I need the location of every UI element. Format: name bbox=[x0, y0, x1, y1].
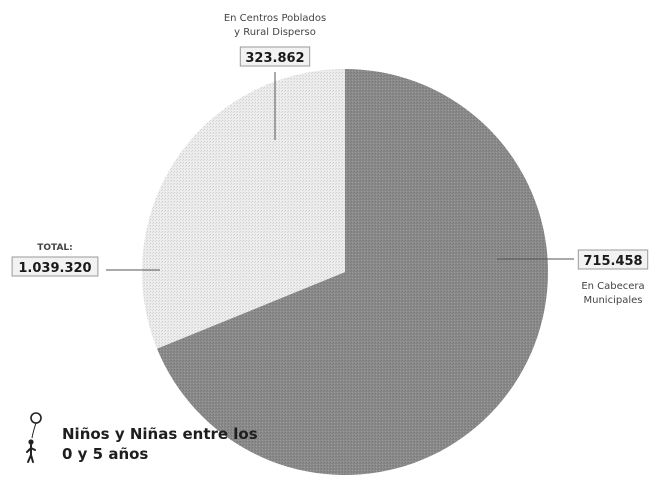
chart-caption: Niños y Niñas entre los 0 y 5 años bbox=[62, 424, 302, 464]
slice-label: En Cabecera bbox=[581, 281, 644, 292]
slice-value-centros: 323.862 bbox=[239, 46, 311, 67]
slice-label: Municipales bbox=[584, 295, 643, 306]
total-value: 1.039.320 bbox=[11, 256, 99, 277]
value-label: 715.458 bbox=[583, 254, 642, 269]
value-box bbox=[11, 256, 99, 277]
pie-slice-texture bbox=[157, 69, 548, 475]
value-label: 323.862 bbox=[245, 51, 304, 66]
value-box bbox=[577, 249, 649, 270]
child-with-balloon-icon bbox=[20, 412, 50, 468]
caption-line: 0 y 5 años bbox=[62, 445, 149, 463]
pie-slice-texture bbox=[141, 69, 345, 349]
slice-label: En Centros Poblados bbox=[224, 13, 326, 24]
total-label: TOTAL: bbox=[37, 243, 73, 253]
slice-label: y Rural Disperso bbox=[234, 27, 316, 38]
value-label: 1.039.320 bbox=[18, 261, 91, 276]
caption-line: Niños y Niñas entre los bbox=[62, 425, 258, 443]
value-box bbox=[239, 46, 311, 67]
slice-value-cabecera: 715.458 bbox=[577, 249, 649, 270]
